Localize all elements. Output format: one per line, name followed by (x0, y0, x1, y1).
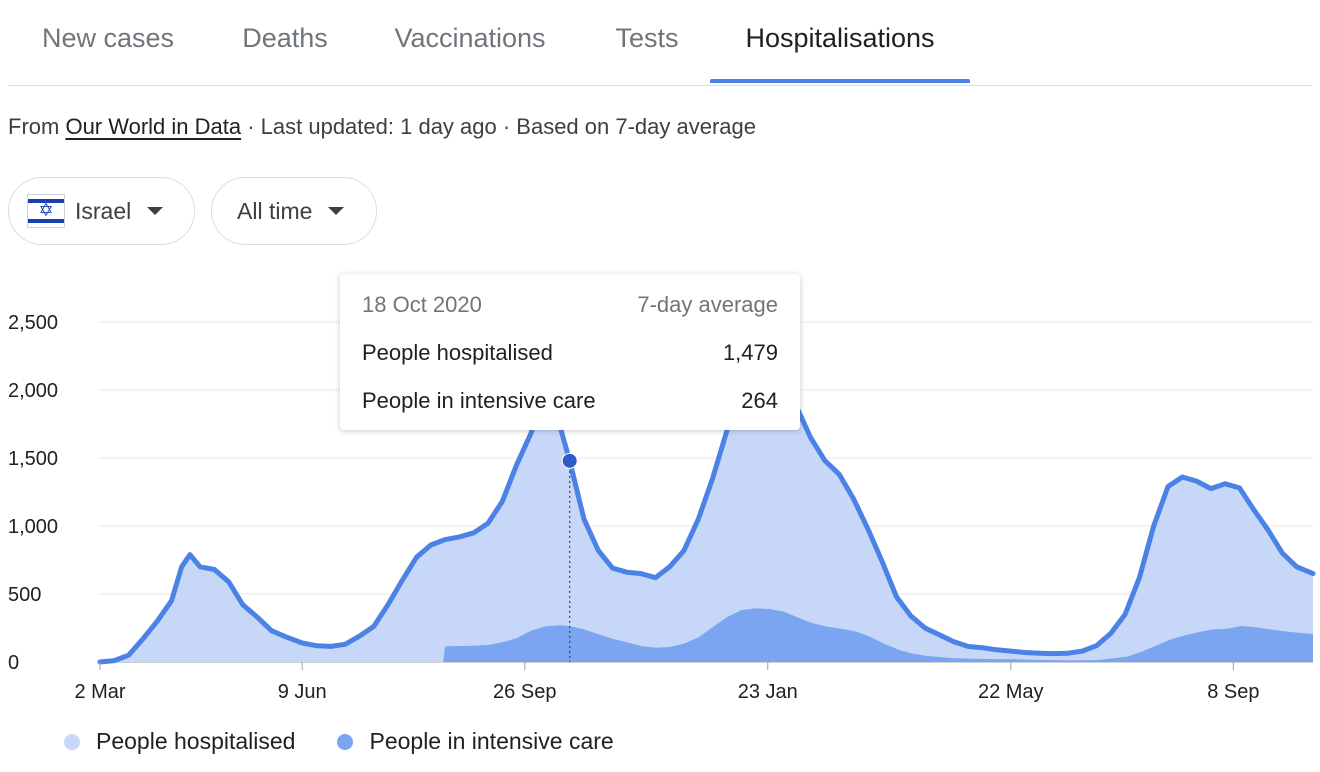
legend-item-icu[interactable]: People in intensive care (337, 728, 614, 755)
x-tick-label: 23 Jan (738, 681, 798, 703)
source-line: From Our World in Data · Last updated: 1… (8, 114, 756, 140)
legend-swatch-icu (337, 733, 354, 750)
line-people-hospitalised (97, 369, 1316, 665)
chart-legend: People hospitalised People in intensive … (64, 728, 656, 755)
source-details: · Last updated: 1 day ago · Based on 7-d… (241, 114, 757, 139)
x-tick-label: 2 Mar (74, 681, 125, 703)
metric-tabs: New cases Deaths Vaccinations Tests Hosp… (8, 0, 1312, 86)
x-tick-label: 26 Sep (493, 681, 556, 703)
tab-vaccinations[interactable]: Vaccinations (394, 23, 546, 53)
chart-tooltip: 18 Oct 2020 7-day average People hospita… (340, 274, 800, 430)
source-link[interactable]: Our World in Data (65, 114, 242, 139)
legend-item-hospitalised[interactable]: People hospitalised (64, 728, 295, 755)
y-tick-label: 0 (8, 652, 19, 674)
chevron-down-icon (147, 207, 164, 215)
y-tick-label: 1,500 (8, 448, 58, 470)
tooltip-date: 18 Oct 2020 (362, 292, 482, 317)
chart-series-areas (97, 369, 1316, 665)
legend-label-hospitalised: People hospitalised (96, 728, 296, 754)
legend-swatch-hospitalised (64, 733, 80, 750)
y-tick-label: 2,000 (8, 380, 58, 402)
tooltip-icu-value: 264 (741, 388, 778, 413)
x-tick-label: 8 Sep (1207, 681, 1259, 703)
country-selector[interactable]: ✡ Israel (8, 177, 195, 245)
country-label: Israel (75, 197, 132, 224)
y-tick-label: 500 (8, 584, 41, 606)
tooltip-basis: 7-day average (637, 292, 778, 317)
area-people-in-intensive-care (443, 608, 1314, 662)
tooltip-hospitalised-value: 1,479 (722, 340, 778, 365)
x-tick-label: 22 May (978, 681, 1044, 703)
tab-deaths[interactable]: Deaths (242, 23, 328, 53)
chart-axes: 0 500 1,000 1,500 2,000 2,500 2 Mar 9 Jun 26 Sep… (8, 312, 1259, 703)
active-tab-indicator (710, 79, 970, 83)
y-tick-label: 1,000 (8, 516, 58, 538)
chevron-down-icon (328, 207, 345, 215)
source-prefix: From (8, 114, 66, 139)
time-range-selector[interactable]: All time (211, 177, 377, 245)
tooltip-icu-label: People in intensive care (362, 388, 596, 413)
time-range-label: All time (237, 197, 313, 224)
hospitalisations-chart[interactable]: 0 500 1,000 1,500 2,000 2,500 2 Mar 9 Jun 26 Sep… (0, 290, 1320, 710)
tab-hospitalisations[interactable]: Hospitalisations (745, 23, 935, 53)
tooltip-hospitalised-label: People hospitalised (362, 340, 553, 365)
area-people-hospitalised (100, 372, 1313, 662)
tab-tests[interactable]: Tests (615, 23, 679, 53)
tab-new-cases[interactable]: New cases (41, 23, 175, 53)
hover-point (561, 452, 578, 469)
israel-flag-icon: ✡ (27, 194, 65, 228)
y-tick-label: 2,500 (8, 312, 58, 334)
legend-label-icu: People in intensive care (369, 728, 614, 754)
x-tick-label: 9 Jun (278, 681, 327, 703)
chart-hover-marker (561, 452, 578, 662)
